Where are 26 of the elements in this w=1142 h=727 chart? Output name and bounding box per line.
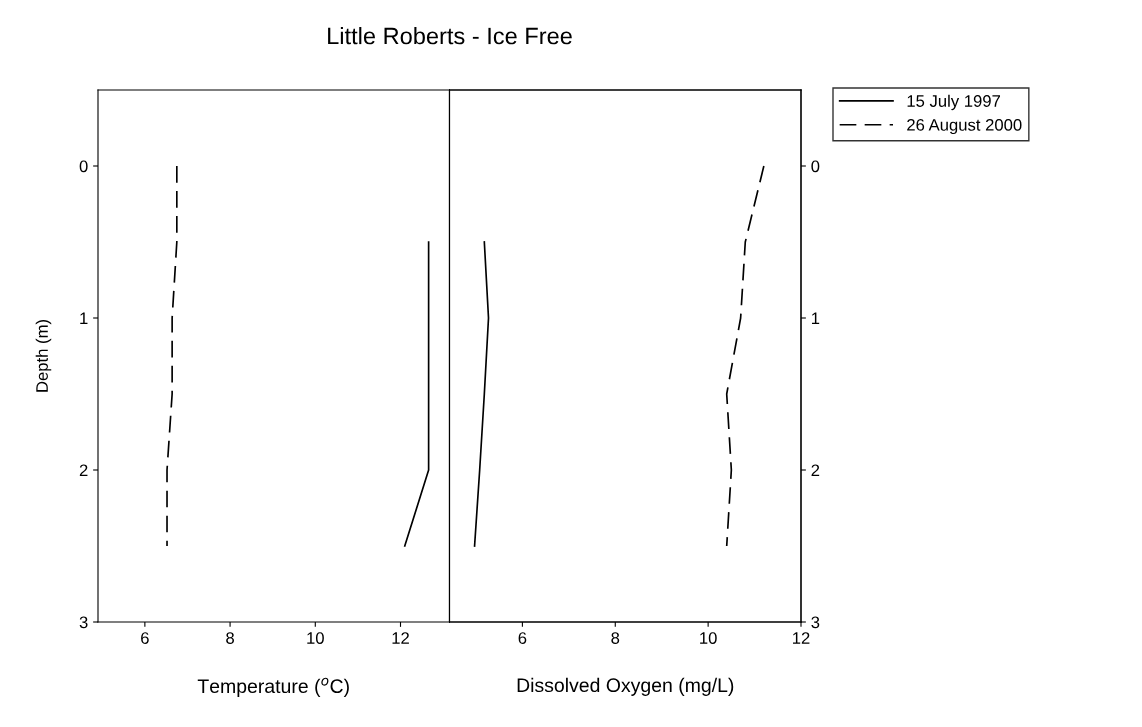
x-axis-title: Dissolved Oxygen (mg/L) [517,677,734,696]
y2-tick-label: 1 [811,312,820,325]
y-tick-label: 1 [80,312,88,325]
chart-title: Little Roberts - Ice Free [328,27,572,45]
x-tick-label: 12 [392,632,409,644]
y2-tick-label: 3 [811,616,820,629]
line-series [166,165,178,547]
x-tick-label: 10 [700,632,717,644]
x-tick-label: 10 [307,632,324,644]
y-tick-label: 2 [79,464,88,477]
y2-tick-label: 0 [811,160,820,173]
x-tick-label: 12 [793,632,810,644]
legend-label: 26 August 2000 [907,118,1022,135]
x-tick-label: 6 [141,632,149,644]
x-tick-label: 8 [226,632,234,644]
line-series [403,241,430,547]
x-tick-label: 8 [611,632,620,644]
y-tick-label: 0 [79,160,88,173]
line-series [473,241,490,547]
x-tick-label: 6 [518,632,527,644]
y-axis-title: Depth (m) [35,319,52,392]
legend-label: 15 July 1997 [907,94,1001,111]
y-tick-label: 3 [79,616,88,629]
x-axis-title: Temperature ($^{o}$C) [197,677,349,697]
line-series [725,165,765,547]
y2-tick-label: 2 [811,464,820,477]
